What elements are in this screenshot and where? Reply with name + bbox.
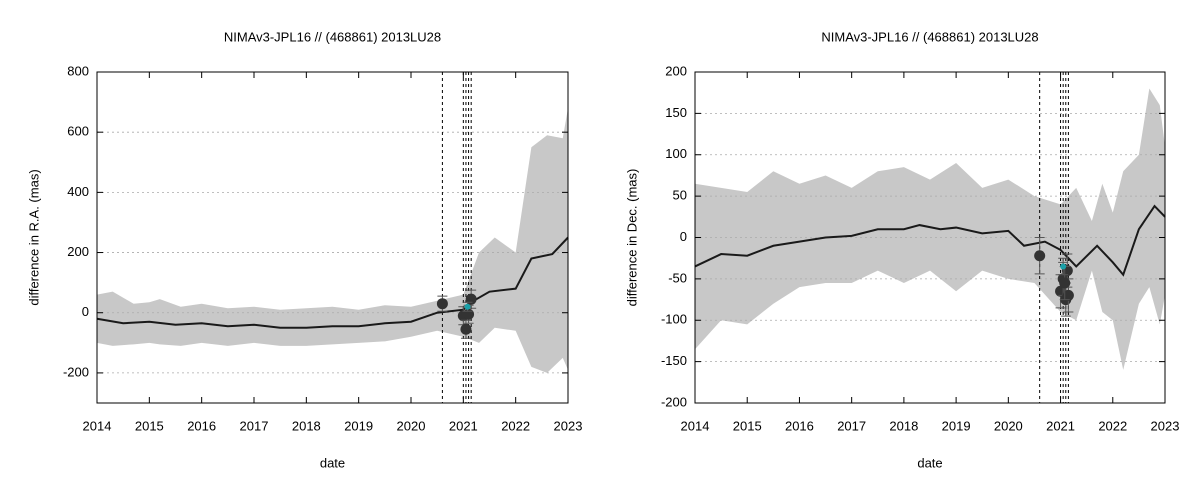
y-tick-label: 0 (680, 229, 687, 244)
y-tick-label: 0 (82, 304, 89, 319)
x-tick-label: 2016 (785, 418, 814, 433)
observation (1062, 289, 1074, 301)
x-tick-label: 2016 (187, 418, 216, 433)
x-tick-label: 2020 (994, 418, 1023, 433)
panel: -200 -150 -100 -50 0 50 100 150 200 2014 2015 2016 2… (624, 29, 1179, 470)
y-tick-label: 600 (67, 124, 89, 139)
observation (436, 298, 448, 310)
x-tick-label: 2023 (1151, 418, 1180, 433)
observation (463, 308, 475, 320)
x-tick-label: 2021 (1046, 418, 1075, 433)
x-tick-label: 2017 (240, 418, 269, 433)
x-tick-label: 2018 (889, 418, 918, 433)
chart-title: NIMAv3-JPL16 // (468861) 2013LU28 (224, 29, 441, 44)
y-tick-label: 200 (67, 244, 89, 259)
y-tick-label: -50 (668, 270, 687, 285)
y-tick-label: -200 (661, 394, 687, 409)
observation (460, 323, 472, 335)
y-axis-label: difference in R.A. (mas) (26, 169, 41, 305)
x-tick-label: 2014 (83, 418, 112, 433)
y-tick-label: 100 (665, 146, 687, 161)
x-tick-label: 2017 (837, 418, 866, 433)
y-tick-label: -100 (661, 312, 687, 327)
x-tick-label: 2020 (397, 418, 426, 433)
x-tick-label: 2014 (681, 418, 710, 433)
chart-title: NIMAv3-JPL16 // (468861) 2013LU28 (821, 29, 1038, 44)
observation (464, 303, 471, 310)
x-tick-label: 2023 (554, 418, 583, 433)
x-tick-label: 2021 (449, 418, 478, 433)
mean-line (694, 204, 1166, 277)
y-tick-label: 800 (67, 63, 89, 78)
x-tick-label: 2018 (292, 418, 321, 433)
y-tick-label: 50 (673, 188, 687, 203)
x-tick-label: 2022 (501, 418, 530, 433)
y-tick-label: 150 (665, 105, 687, 120)
x-tick-label: 2015 (733, 418, 762, 433)
x-tick-label: 2015 (135, 418, 164, 433)
x-tick-label: 2019 (942, 418, 971, 433)
x-tick-label: 2019 (344, 418, 373, 433)
observation (1059, 277, 1071, 289)
y-tick-label: 200 (665, 63, 687, 78)
panel: -200 0 200 400 600 800 2014 2015 2016 2017 2018 201… (26, 29, 582, 470)
y-tick-label: -150 (661, 353, 687, 368)
y-tick-label: -200 (63, 364, 89, 379)
y-axis-label: difference in Dec. (mas) (624, 169, 639, 307)
x-axis-label: date (320, 455, 345, 470)
x-tick-label: 2022 (1098, 418, 1127, 433)
uncertainty-band (97, 108, 568, 373)
x-axis-label: date (917, 455, 942, 470)
observation (1034, 250, 1046, 262)
plot-frame (96, 71, 569, 404)
mean-line (96, 236, 569, 329)
uncertainty-band (695, 88, 1165, 370)
observation (1060, 263, 1067, 270)
plot-frame (694, 71, 1166, 404)
y-tick-label: 400 (67, 184, 89, 199)
